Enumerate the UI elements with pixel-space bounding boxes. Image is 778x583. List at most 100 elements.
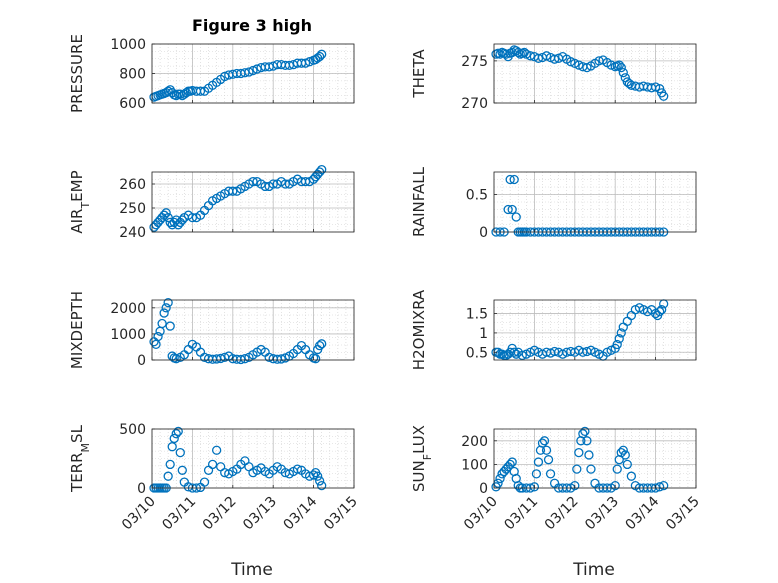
sun-flux-point: [659, 480, 669, 491]
sun-flux-point: [539, 436, 550, 446]
rainfall-ylabel-main: RAINFALL: [410, 166, 428, 237]
theta-point: [521, 49, 531, 59]
sun-flux-point: [578, 429, 588, 439]
sun-flux-ylabel-main: SUN: [410, 460, 428, 492]
pressure-point: [317, 49, 327, 59]
theta-ylabel-main: THETA: [410, 49, 428, 99]
air-temp-ylabel-rest: EMP: [68, 170, 86, 201]
mixdepth-point: [276, 354, 286, 364]
air-temp-ylabel: AIRTEMP: [68, 170, 92, 233]
terr-msl-point: [317, 480, 327, 491]
air-temp-panel: 240 250 260 AIRTEMP: [68, 164, 355, 241]
air-temp-axes-box: [151, 171, 355, 233]
sun-flux-point: [495, 473, 505, 484]
air-temp-series: [149, 164, 327, 232]
mixdepth-ytick-label: 0: [137, 353, 146, 369]
mixdepth-ytick-label: 1000: [110, 327, 146, 343]
sun-flux-axes-box: [493, 428, 697, 489]
h2omixra-series: [491, 299, 669, 361]
figure-title: Figure 3 high: [192, 16, 312, 35]
mixdepth-point: [216, 353, 226, 364]
theta-axes-box: [493, 43, 697, 104]
theta-ylabel: THETA: [410, 49, 428, 99]
pressure-series: [149, 49, 327, 102]
sun-flux-point: [545, 469, 556, 479]
air-temp-point: [248, 176, 258, 187]
theta-point: [654, 84, 665, 94]
terr-msl-point: [312, 471, 323, 481]
terr-msl-point: [308, 470, 319, 480]
terr-msl-point: [163, 471, 173, 481]
mixdepth-ylabel: MIXDEPTH: [68, 291, 86, 369]
h2omixra-ylabel-main: H2OMIXRA: [410, 289, 428, 370]
sun-flux-point: [574, 447, 584, 458]
air-temp-ylabel-subscript: T: [79, 202, 92, 210]
mixdepth-point: [240, 354, 250, 364]
rainfall-point: [509, 174, 519, 185]
mixdepth-ytick-label: 2000: [110, 301, 146, 317]
theta-ytick-label: 270: [461, 96, 488, 112]
h2omixra-point: [511, 349, 521, 359]
theta-point: [574, 60, 584, 70]
pressure-ytick-label: 800: [119, 67, 146, 83]
h2omixra-point: [614, 334, 624, 344]
sun-flux-ylabel: SUNFLUX: [410, 425, 434, 492]
pressure-ylabel: PRESSURE: [68, 34, 86, 113]
pressure-ytick-label: 1000: [110, 37, 146, 53]
pressure-ytick-label: 600: [119, 96, 146, 112]
mixdepth-point: [315, 341, 325, 351]
terr-msl-axes-box: [151, 428, 355, 489]
mixdepth-point: [159, 308, 169, 318]
sun-flux-point: [618, 445, 628, 455]
terr-msl-ylabel-subscript: M: [79, 443, 92, 453]
sun-flux-ytick-label: 200: [461, 434, 488, 450]
theta-point: [659, 91, 669, 101]
sun-flux-point: [541, 445, 552, 455]
air-temp-ytick-label: 240: [119, 225, 146, 241]
air-temp-ytick-label: 260: [119, 177, 146, 193]
sun-flux-point: [570, 480, 580, 491]
rainfall-point: [511, 212, 521, 222]
terr-msl-point: [167, 442, 177, 452]
theta-point: [616, 62, 626, 73]
air-temp-point: [187, 212, 198, 223]
air-temp-point: [300, 176, 311, 187]
sun-flux-ytick-label: 100: [461, 457, 488, 473]
mixdepth-point: [317, 339, 327, 349]
x-axis-label-left: Time: [230, 560, 273, 580]
sun-flux-point: [584, 450, 594, 460]
rainfall-point: [503, 204, 513, 215]
x-axis-label-right: Time: [572, 560, 615, 580]
air-temp-point: [163, 212, 173, 223]
theta-point: [614, 60, 624, 70]
terr-msl-point: [165, 459, 175, 470]
terr-msl-point: [171, 429, 181, 439]
terr-msl-point: [199, 477, 210, 487]
sun-flux-point: [622, 459, 632, 470]
sun-flux-ylabel-subscript: F: [421, 454, 434, 460]
h2omixra-point: [616, 328, 626, 338]
rainfall-panel: 0 0.5 RAINFALL: [410, 166, 697, 241]
sun-flux-point: [612, 464, 622, 474]
rainfall-axes-box: [493, 171, 697, 233]
terr-msl-point: [169, 433, 179, 444]
h2omixra-point: [517, 350, 527, 361]
rainfall-point: [507, 204, 517, 215]
mixdepth-series: [149, 297, 327, 365]
theta-point: [650, 82, 661, 92]
terr-msl-point: [292, 464, 303, 474]
sun-flux-point: [537, 438, 548, 448]
theta-point: [566, 57, 576, 67]
air-temp-point: [228, 186, 238, 196]
mixdepth-point: [165, 321, 175, 331]
rainfall-ytick-label: 0.5: [466, 188, 488, 204]
sun-flux-point: [586, 464, 596, 474]
pressure-point: [248, 65, 258, 76]
terr-msl-ytick-label: 0: [137, 481, 146, 497]
sun-flux-point: [580, 426, 590, 437]
air-temp-point: [260, 181, 270, 192]
theta-point: [618, 68, 628, 78]
theta-series: [491, 45, 669, 101]
pressure-point: [195, 86, 206, 96]
terr-msl-point: [173, 426, 183, 437]
